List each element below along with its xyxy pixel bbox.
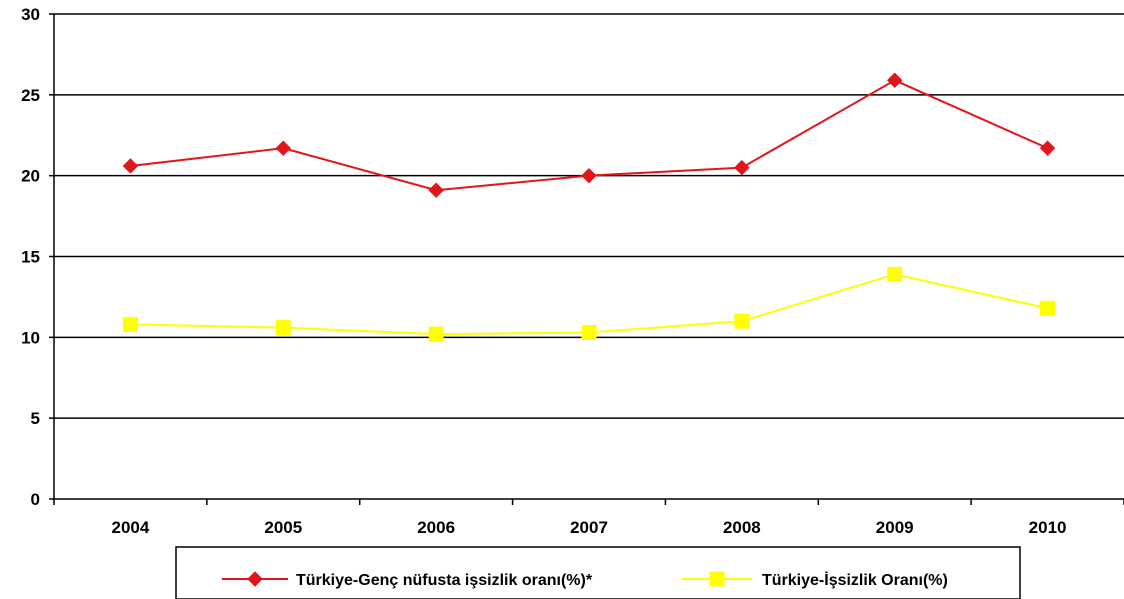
- x-tick-labels: 2004 2005 2006 2007 2008 2009 2010: [53, 499, 1124, 537]
- data-point: [122, 316, 138, 332]
- y-tick-label: 30: [21, 5, 40, 24]
- data-point: [887, 72, 903, 88]
- legend-marker: [709, 571, 725, 587]
- series-2: [122, 266, 1056, 342]
- data-point: [734, 313, 750, 329]
- legend-label: Türkiye-İşsizlik Oranı(%): [762, 571, 948, 589]
- legend-box: [175, 546, 1021, 599]
- y-tick-label: 0: [31, 490, 40, 509]
- data-point: [1040, 300, 1056, 316]
- legend-item: Türkiye-İşsizlik Oranı(%): [682, 571, 948, 589]
- x-tick-label: 2008: [723, 518, 761, 537]
- data-point: [122, 158, 139, 174]
- x-tick-label: 2010: [1029, 518, 1067, 537]
- x-tick-label: 2004: [112, 518, 150, 537]
- y-tick-label: 20: [21, 167, 40, 186]
- data-point: [275, 140, 291, 156]
- x-tick-label: 2009: [876, 518, 914, 537]
- y-tick-labels: 0 5 10 15 20 25 30: [21, 5, 54, 509]
- series-1: [122, 72, 1056, 198]
- y-tick-label: 5: [31, 409, 40, 428]
- data-point: [734, 159, 750, 176]
- x-tick-label: 2007: [570, 518, 608, 537]
- legend-label: Türkiye-Genç nüfusta işsizlik oranı(%)*: [296, 572, 593, 589]
- series: [122, 72, 1056, 342]
- y-tick-label: 10: [21, 328, 40, 347]
- data-point: [581, 167, 597, 184]
- x-tick-label: 2005: [264, 518, 302, 537]
- data-point: [581, 324, 597, 340]
- legend-item: Türkiye-Genç nüfusta işsizlik oranı(%)*: [222, 571, 593, 589]
- gridlines: [54, 13, 1124, 419]
- x-tick-label: 2006: [417, 518, 455, 537]
- legend-marker: [247, 571, 263, 587]
- data-point: [275, 320, 291, 336]
- y-tick-label: 15: [21, 248, 40, 267]
- legend: Türkiye-Genç nüfusta işsizlik oranı(%)* T…: [175, 546, 1021, 599]
- data-point: [887, 266, 903, 282]
- data-point: [428, 326, 444, 342]
- y-tick-label: 25: [21, 86, 40, 105]
- data-point: [1039, 140, 1056, 156]
- data-point: [428, 182, 444, 198]
